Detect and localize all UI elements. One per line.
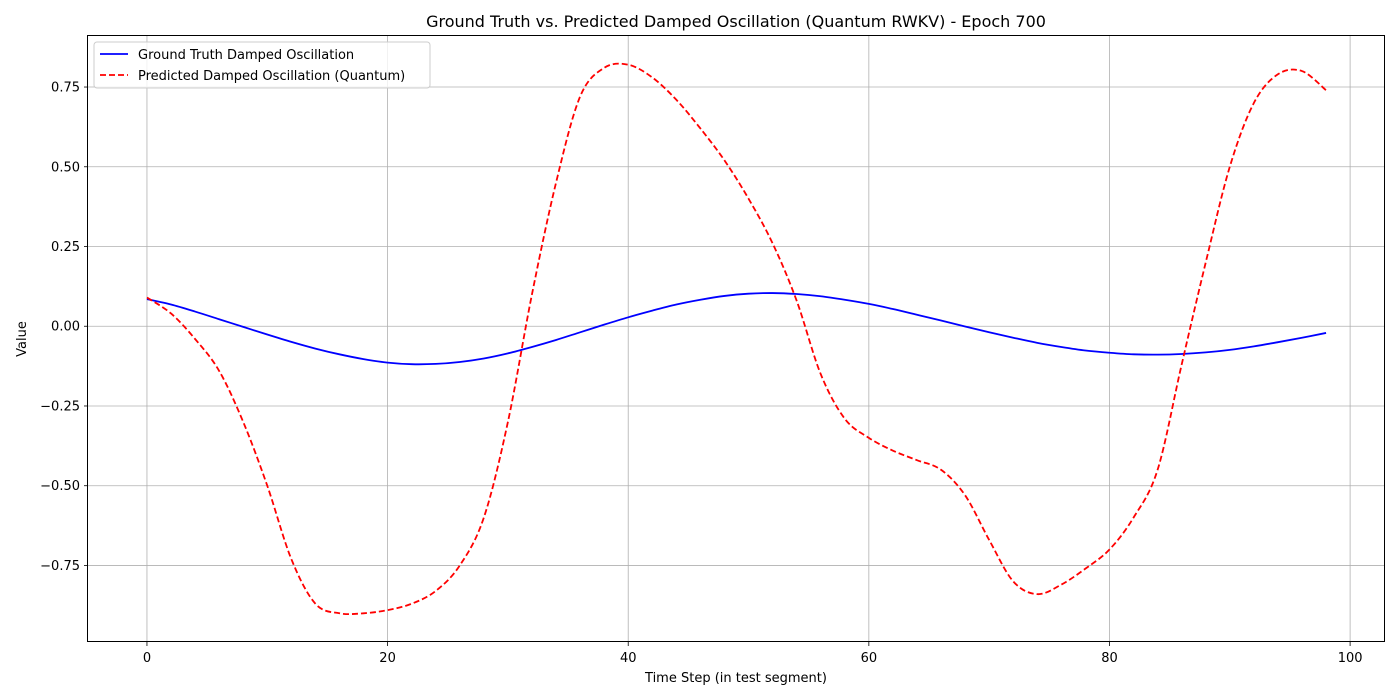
y-axis-label: Value — [15, 321, 30, 357]
y-tick-label: 0.25 — [51, 240, 80, 255]
x-tick-label: 40 — [620, 651, 637, 666]
grid-layer — [88, 36, 1385, 642]
plot-frame — [87, 35, 1385, 642]
series-layer — [146, 62, 1327, 616]
x-tick-label: 20 — [379, 651, 396, 666]
legend-label-ground-truth: Ground Truth Damped Oscillation — [138, 48, 354, 63]
chart-title: Ground Truth vs. Predicted Damped Oscill… — [426, 12, 1046, 31]
x-tick-label: 60 — [861, 651, 878, 666]
x-axis-label: Time Step (in test segment) — [644, 671, 827, 686]
series-line-ground-truth — [146, 292, 1327, 366]
y-tick-label: −0.25 — [40, 399, 80, 414]
y-tick-label: −0.75 — [40, 559, 80, 574]
x-axis: 0 20 40 60 80 100 — [143, 642, 1363, 666]
legend-box — [93, 41, 431, 89]
x-tick-label: 100 — [1338, 651, 1363, 666]
legend-label-predicted: Predicted Damped Oscillation (Quantum) — [138, 69, 405, 84]
y-tick-label: 0.50 — [51, 160, 80, 175]
legend: Ground Truth Damped Oscillation Predicte… — [93, 41, 431, 89]
x-tick-label: 0 — [143, 651, 151, 666]
y-tick-label: 0.75 — [51, 81, 80, 96]
y-tick-label: −0.50 — [40, 479, 80, 494]
y-tick-label: 0.00 — [51, 320, 80, 335]
series-line-predicted — [146, 62, 1327, 616]
x-tick-label: 80 — [1101, 651, 1118, 666]
y-axis: −0.75 −0.50 −0.25 0.00 0.25 0.50 0.75 — [40, 81, 88, 574]
